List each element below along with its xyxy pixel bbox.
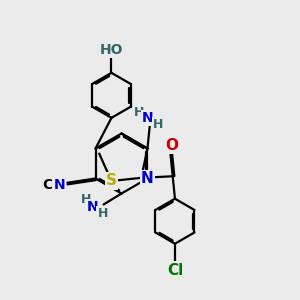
Text: H: H bbox=[98, 207, 108, 220]
Text: N: N bbox=[87, 200, 98, 214]
Text: N: N bbox=[142, 111, 153, 125]
Text: H: H bbox=[153, 118, 163, 131]
Text: H: H bbox=[134, 106, 144, 119]
Text: S: S bbox=[106, 173, 117, 188]
Text: N: N bbox=[141, 171, 154, 186]
Text: Cl: Cl bbox=[167, 262, 183, 278]
Text: N: N bbox=[53, 178, 65, 192]
Text: H: H bbox=[81, 194, 91, 206]
Text: O: O bbox=[166, 138, 178, 153]
Text: HO: HO bbox=[100, 43, 123, 57]
Text: C: C bbox=[42, 178, 52, 192]
